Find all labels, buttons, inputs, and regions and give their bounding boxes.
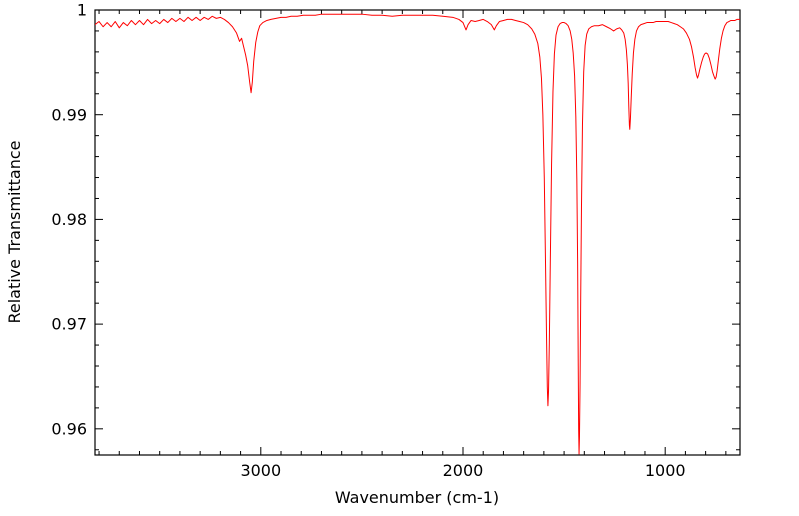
- y-tick-label: 0.96: [51, 419, 87, 438]
- series-group: [95, 13, 740, 455]
- y-tick-label: 0.99: [51, 105, 87, 124]
- spectrum-line: [95, 13, 740, 455]
- axes: 3000 2000 1000 0.96 0.97 0.98 0.99 1: [51, 1, 741, 480]
- x-tick-label: 3000: [240, 461, 281, 480]
- y-tick-label: 1: [77, 1, 87, 20]
- x-tick-label: 2000: [443, 461, 484, 480]
- x-tick-label: 1000: [645, 461, 686, 480]
- y-tick-label: 0.98: [51, 210, 87, 229]
- plot-border: [94, 9, 741, 456]
- y-axis-label: Relative Transmittance: [5, 140, 24, 323]
- y-tick-label: 0.97: [51, 315, 87, 334]
- x-axis-label: Wavenumber (cm-1): [335, 488, 499, 507]
